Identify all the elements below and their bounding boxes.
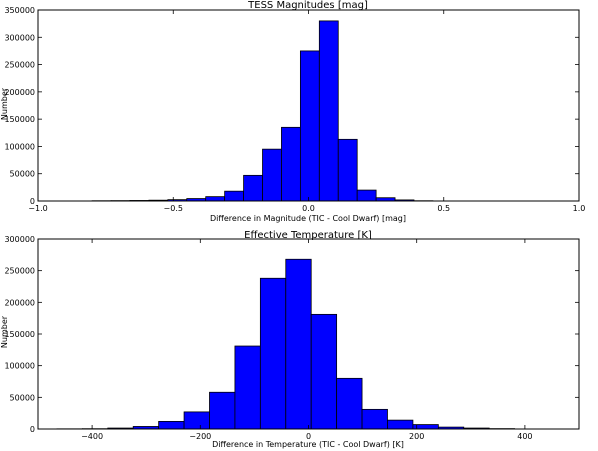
effective-temperature-bar-5 <box>183 411 210 430</box>
tess-magnitudes-bar-8 <box>243 174 263 202</box>
effective-temperature-x-tick-label: 400 <box>517 432 532 441</box>
tess-magnitudes-y-axis-label: Number <box>0 87 9 120</box>
tess-magnitudes-panel: TESS Magnitudes [mag] −1.0 −0.5 0.0 0.5 1.0 0… <box>0 0 585 223</box>
tess-magnitudes-title: TESS Magnitudes [mag] <box>247 0 368 11</box>
effective-temperature-y-tick-label: 50000 <box>10 393 35 402</box>
tess-magnitudes-y-tick-label: 0 <box>30 197 35 206</box>
tess-magnitudes-x-tick-label: 1.0 <box>573 204 586 213</box>
effective-temperature-panel: Effective Temperature [K] −400 −200 0 200 40… <box>0 230 580 449</box>
effective-temperature-y-tick-label: 300000 <box>4 235 35 244</box>
effective-temperature-ticks: −400 −200 0 200 400 0 50000 100000 150000 200000 2… <box>4 235 579 441</box>
effective-temperature-x-tick-label: 0 <box>306 432 311 441</box>
effective-temperature-bar-4 <box>158 420 185 430</box>
effective-temperature-x-tick-label: 200 <box>409 432 424 441</box>
effective-temperature-x-tick-label: −200 <box>189 432 211 441</box>
effective-temperature-y-tick-label: 150000 <box>4 330 35 339</box>
effective-temperature-bar-10 <box>310 313 338 430</box>
effective-temperature-x-tick-label: −400 <box>81 432 103 441</box>
tess-magnitudes-y-tick-label: 250000 <box>4 61 35 70</box>
tess-magnitudes-bar-13 <box>337 138 358 202</box>
effective-temperature-bar-13 <box>387 419 414 430</box>
tess-magnitudes-y-tick-label: 100000 <box>4 142 35 151</box>
tess-magnitudes-x-tick-label: 0.0 <box>302 204 315 213</box>
tess-magnitudes-y-tick-label: 50000 <box>10 170 35 179</box>
effective-temperature-bars <box>56 258 516 430</box>
effective-temperature-bar-8 <box>259 277 287 430</box>
effective-temperature-bar-11 <box>336 377 363 430</box>
tess-magnitudes-bars <box>91 20 434 202</box>
tess-magnitudes-bar-11 <box>299 50 320 202</box>
effective-temperature-y-tick-label: 0 <box>30 425 35 434</box>
effective-temperature-bar-9 <box>285 258 312 430</box>
tess-magnitudes-x-axis-label: Difference in Magnitude (TIC - Cool Dwar… <box>210 214 406 223</box>
tess-magnitudes-x-tick-label: −1.0 <box>28 204 47 213</box>
effective-temperature-y-tick-label: 200000 <box>4 298 35 307</box>
effective-temperature-bar-12 <box>361 408 388 430</box>
tess-magnitudes-bar-12 <box>318 20 339 202</box>
effective-temperature-bar-7 <box>234 345 261 430</box>
tess-magnitudes-y-tick-label: 150000 <box>4 115 35 124</box>
tess-magnitudes-bar-7 <box>224 190 244 202</box>
effective-temperature-bar-6 <box>209 391 236 430</box>
tess-magnitudes-y-tick-label: 350000 <box>4 6 35 15</box>
tess-magnitudes-y-tick-label: 200000 <box>4 88 35 97</box>
tess-magnitudes-bar-9 <box>262 148 282 202</box>
effective-temperature-y-axis-label: Number <box>0 315 9 348</box>
tess-magnitudes-bar-6 <box>205 196 226 202</box>
effective-temperature-title: Effective Temperature [K] <box>244 230 372 241</box>
tess-magnitudes-y-tick-label: 300000 <box>4 33 35 42</box>
effective-temperature-y-tick-label: 100000 <box>4 362 35 371</box>
tess-magnitudes-x-tick-label: −0.5 <box>164 204 183 213</box>
effective-temperature-y-tick-label: 250000 <box>4 267 35 276</box>
tess-magnitudes-bar-14 <box>356 189 377 202</box>
tess-magnitudes-x-tick-label: 0.5 <box>437 204 450 213</box>
effective-temperature-x-axis-label: Difference in Temperature (TIC - Cool Dw… <box>212 440 404 449</box>
tess-magnitudes-bar-10 <box>281 126 301 202</box>
tess-magnitudes-ticks: −1.0 −0.5 0.0 0.5 1.0 0 50000 100000 150000 20000… <box>4 6 585 213</box>
